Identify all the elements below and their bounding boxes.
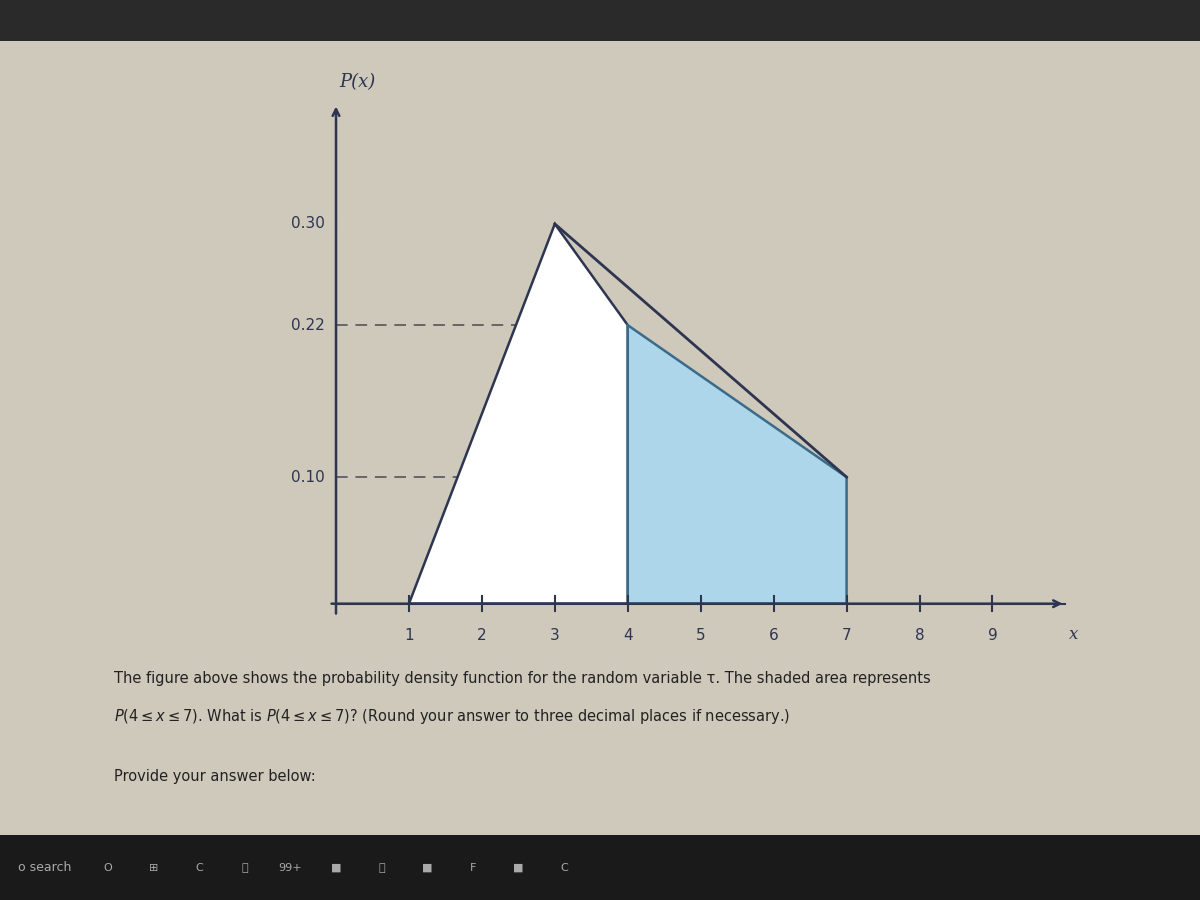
Text: F: F (469, 862, 476, 873)
Text: o search: o search (18, 861, 71, 874)
Text: 4: 4 (623, 627, 632, 643)
Text: ⊞: ⊞ (149, 862, 158, 873)
Text: 🎵: 🎵 (378, 862, 385, 873)
Text: x: x (1069, 626, 1079, 644)
Text: 8: 8 (914, 627, 924, 643)
Text: 9: 9 (988, 627, 997, 643)
Text: 1: 1 (404, 627, 414, 643)
Text: ■: ■ (331, 862, 341, 873)
Text: 6: 6 (769, 627, 779, 643)
Text: ■: ■ (422, 862, 432, 873)
Text: 2: 2 (478, 627, 487, 643)
Text: 3: 3 (550, 627, 559, 643)
Text: 0.30: 0.30 (292, 216, 325, 231)
Text: P(x): P(x) (340, 73, 376, 91)
Text: $P(4 \leq x \leq 7)$. What is $P(4 \leq x \leq 7)$? (Round your answer to three : $P(4 \leq x \leq 7)$. What is $P(4 \leq … (114, 706, 790, 725)
Text: 0.22: 0.22 (292, 318, 325, 333)
Text: 5: 5 (696, 627, 706, 643)
Text: The figure above shows the probability density function for the random variable : The figure above shows the probability d… (114, 670, 931, 686)
Text: C: C (560, 862, 568, 873)
Text: Provide your answer below:: Provide your answer below: (114, 770, 316, 785)
Polygon shape (628, 325, 846, 604)
Text: C: C (196, 862, 203, 873)
Text: 🌐: 🌐 (241, 862, 248, 873)
Text: 7: 7 (841, 627, 852, 643)
Text: ■: ■ (514, 862, 523, 873)
Text: O: O (103, 862, 113, 873)
Text: 0.10: 0.10 (292, 470, 325, 484)
Polygon shape (409, 224, 628, 604)
Text: 99+: 99+ (278, 862, 302, 873)
